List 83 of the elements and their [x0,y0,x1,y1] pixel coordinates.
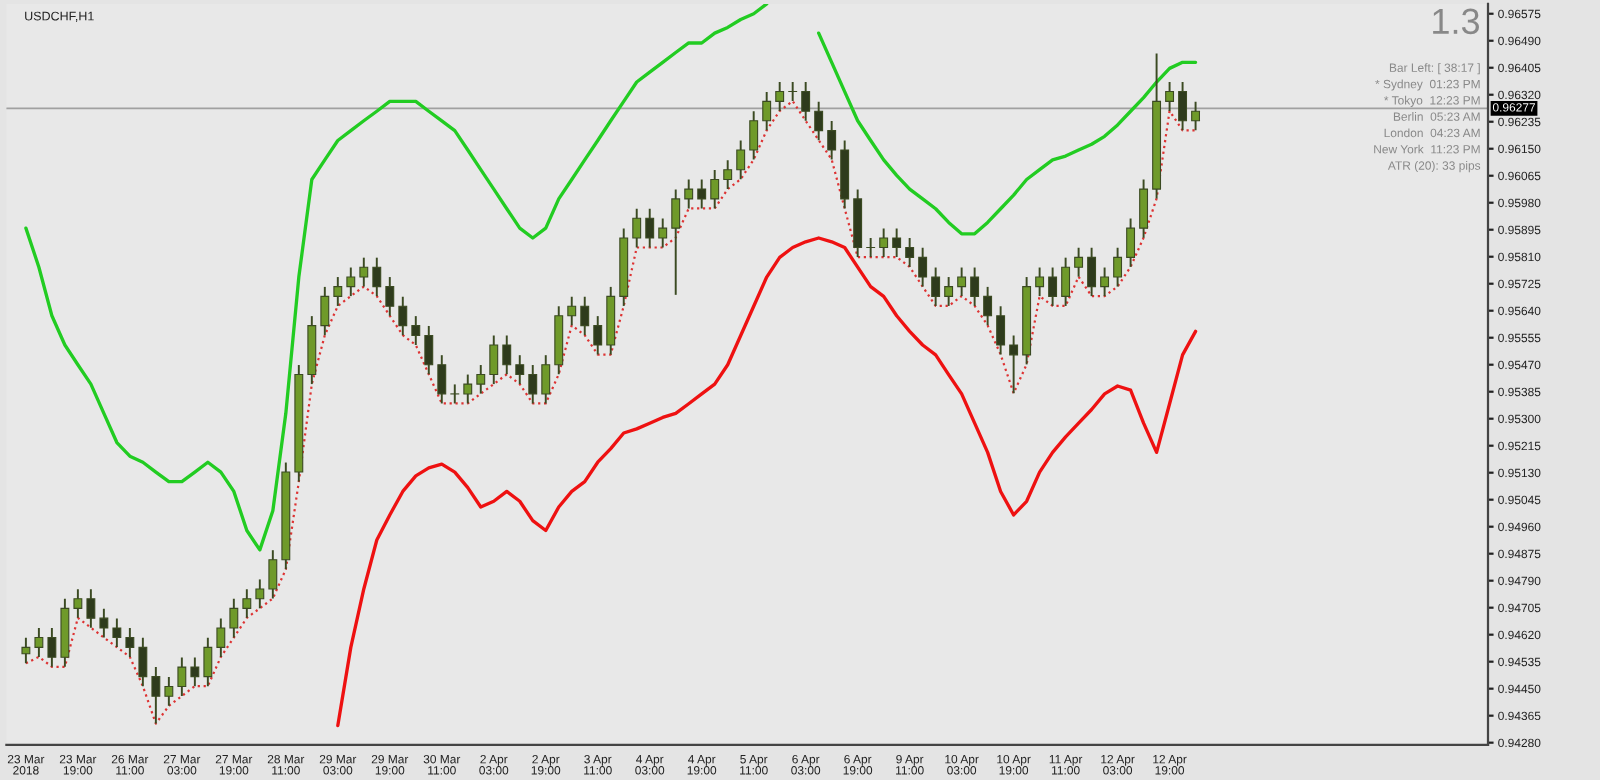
candlestick [1061,256,1071,307]
candlestick [450,383,460,405]
candlestick [1165,81,1175,112]
candlestick [788,81,798,103]
candlestick [333,276,343,307]
candlestick [580,295,590,337]
candlestick [99,607,109,639]
candlestick [1035,266,1045,298]
candlestick [385,276,395,317]
candlestick [346,266,356,298]
candlestick [593,315,603,356]
candlestick [1139,178,1149,239]
candlestick [112,617,122,649]
candlestick [957,266,967,298]
candlestick [749,110,759,161]
candlestick [970,266,980,307]
candlestick [671,188,681,296]
candlestick [1126,217,1136,268]
candlestick [489,334,499,386]
candlestick [684,178,694,210]
candlestick [502,334,512,376]
candlestick [190,656,200,688]
candlestick [1009,334,1019,395]
candlestick [723,159,733,191]
candlestick [372,256,382,298]
candlestick [73,588,83,619]
candlestick [983,285,993,327]
candlestick [710,169,720,210]
candlestick [34,627,44,658]
candlestick [359,256,369,288]
candlestick [775,81,785,112]
candlestick [892,227,902,259]
candlestick [658,217,668,249]
candlestick [567,295,577,327]
candlestick [1113,246,1123,288]
candlestick [697,178,707,210]
candlestick [632,207,642,249]
candlestick [463,373,473,405]
candlestick [918,246,928,288]
candlestick [801,81,811,122]
candlestick [944,276,954,307]
candlestick [996,305,1006,356]
candlestick [229,597,239,639]
candlestick [203,636,213,688]
candlestick [736,139,746,181]
candlestick [242,588,252,619]
annotation: 1.3 [1433,8,1480,35]
candlestick [1087,246,1097,298]
candlestick [424,324,434,376]
candlestick [47,627,57,668]
candlestick [762,90,772,132]
candlestick [528,364,538,405]
line-series [24,99,1197,725]
candlestick [1191,100,1201,132]
candlestick [86,588,96,629]
candlestick [268,549,278,600]
candlestick [177,656,187,697]
candlestick [398,295,408,337]
candlestick [541,354,551,405]
candlestick [255,578,265,610]
candlestick [216,617,226,658]
line-series [336,236,1198,728]
candlestick [411,315,421,346]
candlestick [905,237,915,268]
candlestick [476,364,486,395]
candlestick [879,227,889,259]
candlestick [515,354,525,386]
candlestick [164,675,174,707]
candlestick [1074,246,1084,278]
candlestick [1100,266,1110,298]
candlestick [1048,266,1058,307]
candlestick [645,207,655,249]
candlestick [138,636,148,688]
candlestick [151,666,161,725]
candlestick [437,354,447,405]
candlestick [21,636,31,665]
candlestick [125,627,135,658]
candlestick [827,120,837,161]
candlestick [320,285,330,337]
candlestick [866,237,876,259]
candlestick [814,100,824,142]
candlestick [931,266,941,307]
candlestick [1178,81,1188,132]
